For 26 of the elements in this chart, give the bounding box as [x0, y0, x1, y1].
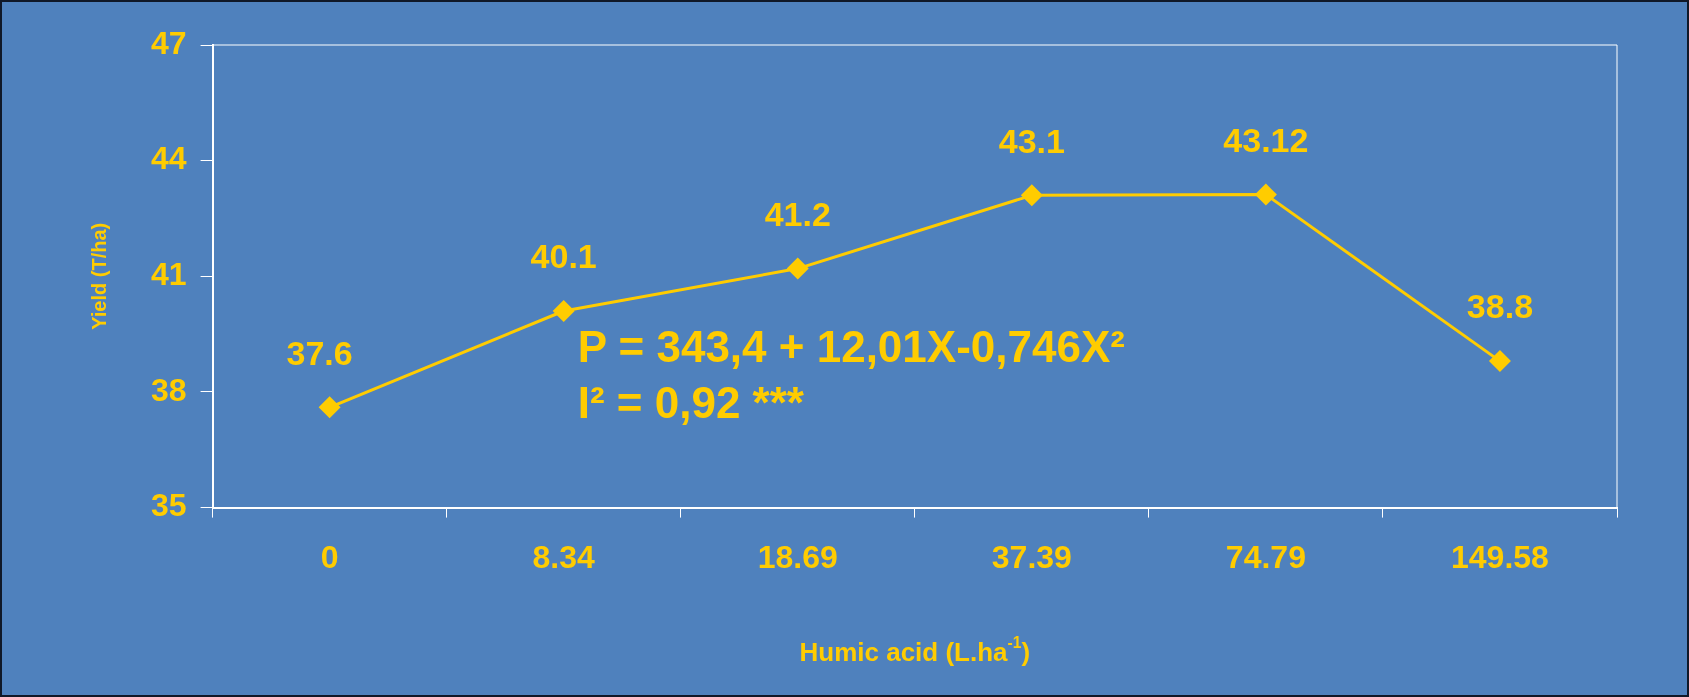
y-tick-label: 38 — [151, 371, 187, 408]
point — [1254, 183, 1277, 206]
x-tick-label: 74.79 — [1225, 538, 1306, 575]
y-axis-title: Yield (T/ha) — [87, 222, 110, 330]
point — [786, 257, 809, 280]
y-tick-label: 44 — [151, 140, 187, 177]
data-label: 38.8 — [1466, 287, 1534, 326]
x-tick-label: 8.34 — [532, 538, 596, 575]
point — [1020, 184, 1043, 207]
y-tick-label: 35 — [151, 487, 187, 524]
y-tick-label: 41 — [151, 256, 187, 293]
x-tick-label: 18.69 — [757, 538, 838, 575]
y-tick-label: 47 — [151, 24, 187, 61]
point — [318, 396, 341, 419]
x-tick-label: 0 — [320, 538, 339, 575]
data-label: 40.1 — [530, 237, 597, 276]
point — [1488, 350, 1511, 373]
point — [552, 300, 575, 322]
data-label: 41.2 — [764, 194, 831, 233]
annotation: P = 343,4 + 12,01X-0,746X² — [577, 322, 1125, 372]
x-tick-label: 149.58 — [1451, 538, 1549, 575]
x-tick-label: 37.39 — [991, 538, 1072, 575]
data-label: 43.12 — [1223, 120, 1309, 159]
data-label: 37.6 — [286, 333, 353, 372]
annotation: I² = 0,92 *** — [577, 378, 805, 428]
data-label: 43.1 — [998, 121, 1065, 160]
